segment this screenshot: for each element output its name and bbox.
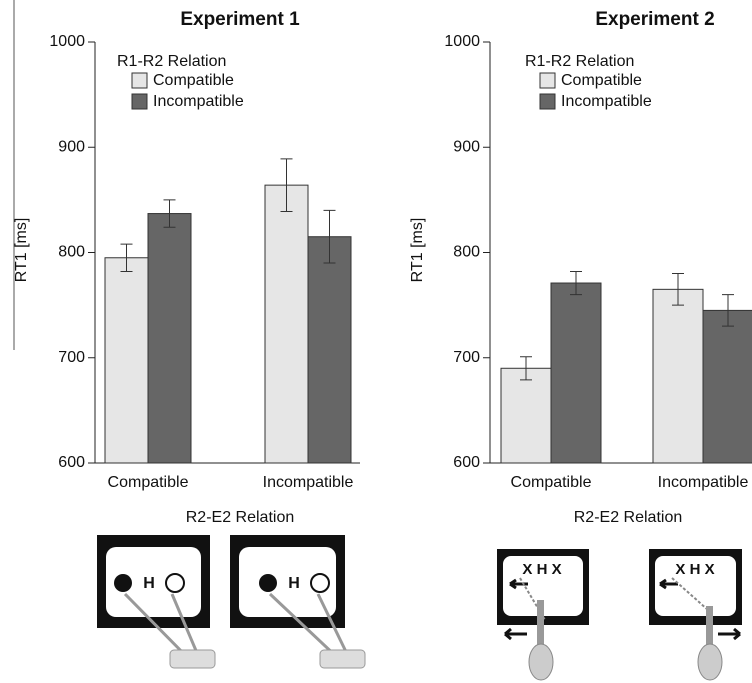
bar	[703, 310, 752, 463]
legend-label: Incompatible	[153, 93, 244, 110]
x-tick-label: Compatible	[108, 474, 189, 491]
stimulus-label: H	[143, 575, 155, 592]
y-tick-label: 700	[453, 349, 480, 366]
chart-title: Experiment 1	[180, 9, 300, 30]
figure: H H X H X X H X Experiment 1 RT1 [ms] R2-E…	[0, 0, 752, 683]
stimulus-label: X H X	[522, 561, 561, 578]
y-tick-label: 600	[58, 454, 85, 471]
y-tick-label: 1000	[49, 33, 85, 50]
legend-swatch	[540, 94, 555, 109]
legend-title: R1-R2 Relation	[525, 53, 634, 70]
legend-label: Compatible	[153, 72, 234, 89]
y-tick-label: 800	[58, 244, 85, 261]
bar	[105, 258, 148, 463]
bar	[148, 214, 191, 463]
x-axis-label: R2-E2 Relation	[574, 509, 683, 526]
y-tick-label: 900	[58, 138, 85, 155]
chart: Experiment 1 RT1 [ms] R2-E2 Relation 600 700…	[13, 9, 360, 526]
y-tick-label: 700	[58, 349, 85, 366]
y-tick-label: 800	[453, 244, 480, 261]
stimulus-label: H	[288, 575, 300, 592]
illustration: X H X X H X	[497, 549, 742, 680]
legend-swatch	[540, 73, 555, 88]
bar	[308, 237, 351, 463]
x-axis-label: R2-E2 Relation	[186, 509, 295, 526]
y-tick-label: 900	[453, 138, 480, 155]
y-axis-label: RT1 [ms]	[13, 218, 30, 283]
bar	[501, 368, 551, 463]
x-tick-label: Incompatible	[263, 474, 354, 491]
stimulus-label: X H X	[675, 561, 714, 578]
legend-swatch	[132, 94, 147, 109]
legend-title: R1-R2 Relation	[117, 53, 226, 70]
x-tick-label: Incompatible	[658, 474, 749, 491]
x-tick-label: Compatible	[511, 474, 592, 491]
y-tick-label: 1000	[444, 33, 480, 50]
chart: Experiment 2 RT1 [ms] R2-E2 Relation 600 700…	[409, 9, 752, 526]
bar	[265, 185, 308, 463]
chart-title: Experiment 2	[595, 9, 714, 30]
legend-label: Incompatible	[561, 93, 652, 110]
bar	[551, 283, 601, 463]
y-axis-label: RT1 [ms]	[409, 218, 426, 283]
illustration: H H	[97, 535, 365, 668]
y-tick-label: 600	[453, 454, 480, 471]
legend-swatch	[132, 73, 147, 88]
bar	[653, 289, 703, 463]
legend-label: Compatible	[561, 72, 642, 89]
